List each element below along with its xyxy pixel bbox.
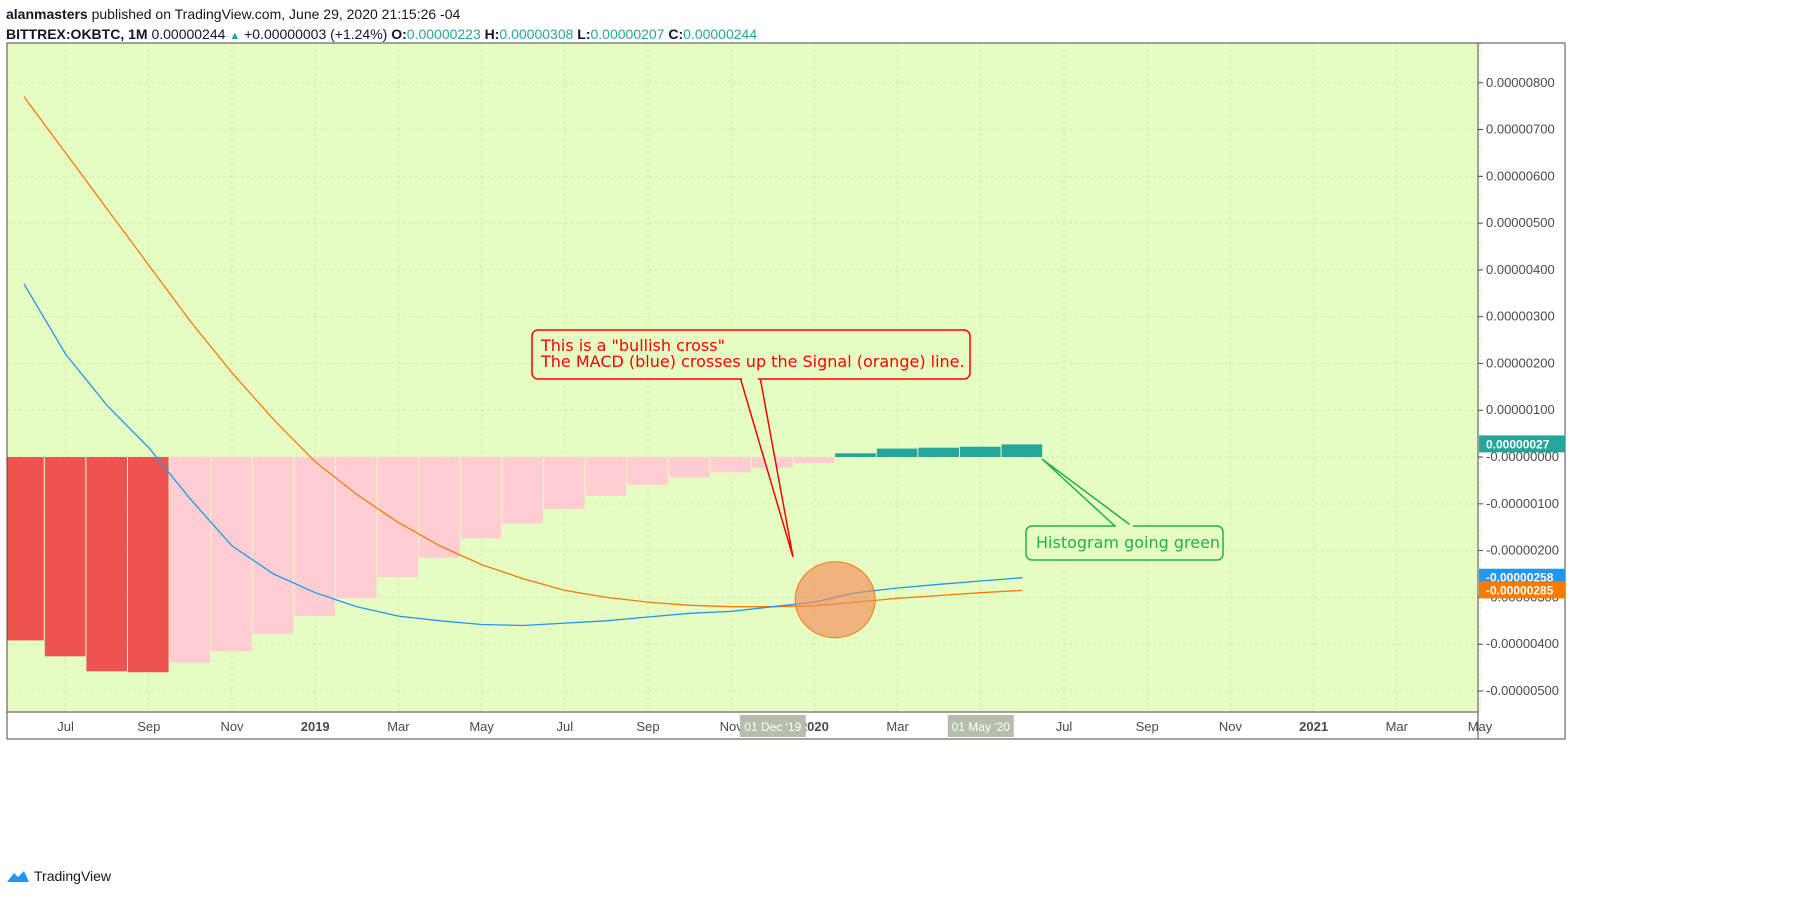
low-value: 0.00000207: [590, 26, 665, 42]
histogram-bar: [1001, 444, 1043, 458]
histogram-bar: [668, 457, 710, 478]
histogram-bar: [7, 457, 44, 641]
author-name[interactable]: alanmasters: [6, 6, 88, 22]
symbol-name[interactable]: BITTREX:OKBTC, 1M: [6, 26, 148, 42]
price-change: +0.00000003 (+1.24%): [244, 26, 388, 42]
y-tick-label: 0.00000200: [1486, 355, 1555, 370]
x-tick-label: Jul: [556, 719, 573, 734]
x-tick-label: 2019: [301, 719, 330, 734]
open-value: 0.00000223: [406, 26, 481, 42]
callout-text: Histogram going green: [1036, 533, 1220, 552]
bullish-cross-callout: This is a "bullish cross"The MACD (blue)…: [531, 329, 971, 381]
histogram-callout: Histogram going green: [1025, 524, 1224, 561]
x-tick-label: Mar: [886, 719, 909, 734]
histogram-bar: [336, 457, 377, 599]
high-value: 0.00000308: [499, 26, 574, 42]
publish-info: alanmasters published on TradingView.com…: [6, 4, 460, 24]
x-tick-label: Mar: [1386, 719, 1409, 734]
price-value-label: -0.00000285: [1486, 583, 1554, 597]
x-tick-label: 2020: [800, 719, 829, 734]
x-tick-label: Jul: [57, 719, 74, 734]
x-tick-label: Nov: [1219, 719, 1243, 734]
histogram-bar: [502, 457, 543, 524]
x-tick-label: May: [1468, 719, 1493, 734]
price-value-label: 0.00000027: [1486, 437, 1550, 451]
histogram-bar: [627, 457, 668, 486]
histogram-bar: [419, 457, 460, 558]
histogram-bar: [918, 447, 959, 458]
histogram-bar: [294, 457, 335, 617]
callout-text: The MACD (blue) crosses up the Signal (o…: [540, 352, 965, 371]
publish-text: published on TradingView.com, June 29, 2…: [91, 6, 461, 22]
y-tick-label: 0.00000600: [1486, 168, 1555, 183]
histogram-bar: [128, 457, 169, 673]
histogram-bar: [585, 457, 627, 496]
x-tick-label: Mar: [387, 719, 410, 734]
x-tick-label: May: [469, 719, 494, 734]
histogram-bar: [960, 446, 1001, 458]
cross-highlight-circle: [794, 561, 876, 639]
high-label: H:: [484, 26, 500, 42]
histogram-bar: [252, 457, 294, 634]
price-value-box: [1479, 581, 1565, 599]
y-tick-label: 0.00000100: [1486, 402, 1555, 417]
y-tick-label: 0.00000500: [1486, 215, 1555, 230]
histogram-bar: [169, 457, 211, 663]
close-label: C:: [668, 26, 684, 42]
symbol-legend: BITTREX:OKBTC, 1M 0.00000244 ▲ +0.000000…: [6, 24, 757, 46]
x-tick-label: Sep: [1136, 719, 1159, 734]
price-value-label: -0.00000258: [1486, 571, 1554, 585]
histogram-bar: [86, 457, 127, 672]
x-tick-label: Sep: [137, 719, 160, 734]
y-tick-label: -0.00000000: [1486, 449, 1559, 464]
callout-text: This is a "bullish cross": [540, 336, 725, 355]
histogram-bar: [460, 457, 502, 539]
footer-brand[interactable]: TradingView: [6, 868, 111, 884]
up-arrow-icon: ▲: [229, 30, 241, 42]
open-label: O:: [391, 26, 407, 42]
crosshair-time-box: [739, 715, 806, 737]
chart-frame: [6, 42, 1566, 740]
x-tick-label: 2021: [1299, 719, 1328, 734]
last-price: 0.00000244: [151, 26, 226, 42]
crosshair-time-label: 01 May '20: [952, 720, 1011, 734]
histogram-bar: [211, 457, 252, 652]
x-tick-label: Nov: [720, 719, 744, 734]
close-value: 0.00000244: [683, 26, 758, 42]
histogram-bar: [44, 457, 86, 657]
x-tick-label: Sep: [636, 719, 659, 734]
histogram-bar: [377, 457, 419, 578]
low-label: L:: [577, 26, 591, 42]
brand-name: TradingView: [34, 868, 112, 884]
histogram-bar: [710, 457, 751, 473]
y-tick-label: -0.00000200: [1486, 543, 1559, 558]
y-tick-label: 0.00000800: [1486, 75, 1555, 90]
histogram-bar: [876, 448, 918, 458]
price-value-box: [1479, 435, 1565, 453]
y-tick-label: 0.00000300: [1486, 309, 1555, 324]
y-tick-label: -0.00000100: [1486, 496, 1559, 511]
histogram-bar: [544, 457, 585, 509]
y-tick-label: -0.00000500: [1486, 683, 1559, 698]
tradingview-logo-icon: [7, 871, 29, 882]
histogram-bar: [835, 453, 876, 458]
x-tick-label: Nov: [220, 719, 244, 734]
crosshair-time-box: [947, 715, 1014, 737]
crosshair-time-label: 01 Dec '19: [744, 720, 801, 734]
y-tick-label: 0.00000400: [1486, 262, 1555, 277]
y-tick-label: 0.00000700: [1486, 122, 1555, 137]
x-tick-label: Jul: [1056, 719, 1073, 734]
y-tick-label: -0.00000400: [1486, 636, 1559, 651]
histogram-bar: [793, 457, 835, 464]
